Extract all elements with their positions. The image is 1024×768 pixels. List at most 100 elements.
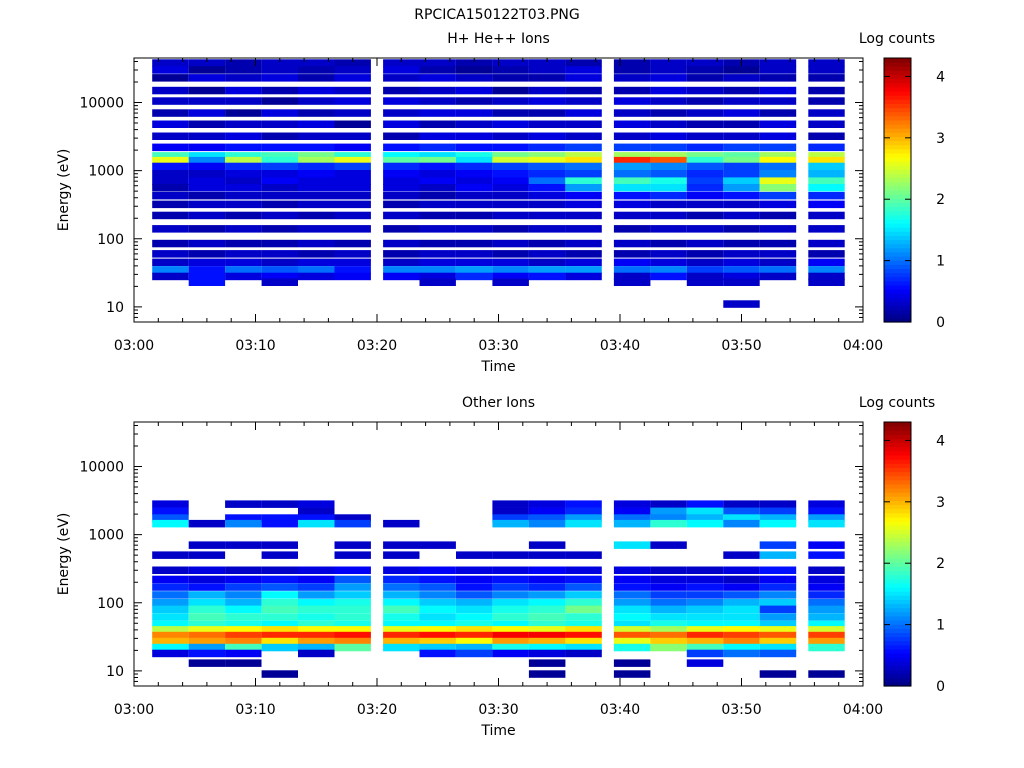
heatmap-cell [723, 162, 760, 171]
heatmap-cell [650, 132, 687, 140]
heatmap-cell [152, 649, 189, 658]
heatmap-cell [188, 575, 226, 584]
heatmap-cell [261, 637, 298, 646]
heatmap-cell [261, 500, 298, 508]
heatmap-cell [298, 250, 335, 258]
heatmap-cell [759, 626, 797, 634]
heatmap-cell [188, 66, 226, 74]
heatmap-cell [456, 191, 493, 200]
heatmap-cell [261, 191, 298, 200]
heatmap-cell [261, 551, 298, 559]
heatmap-cell [261, 250, 298, 258]
colorbar-swatch [884, 297, 911, 302]
heatmap-cell [723, 97, 760, 105]
heatmap-cell [152, 551, 189, 559]
heatmap-cell [686, 86, 724, 95]
heatmap-cell [613, 519, 651, 528]
x-tick-label: 03:00 [114, 338, 154, 354]
colorbar-swatch [884, 136, 911, 142]
heatmap-cell [723, 551, 760, 559]
heatmap-cell [261, 200, 298, 209]
heatmap-cell [650, 514, 687, 522]
heatmap-cell [759, 143, 797, 152]
heatmap-cell [152, 605, 189, 614]
heatmap-cell [492, 649, 529, 658]
heatmap-cell [492, 631, 529, 640]
colorbar: 0 1 2 3 4 Log counts [859, 395, 945, 695]
heatmap-cell [492, 566, 529, 574]
colorbar-swatch [884, 624, 911, 629]
heatmap-cell [808, 74, 845, 82]
heatmap-cell [613, 272, 651, 281]
heatmap-cell [419, 120, 456, 128]
x-tick-label: 03:30 [478, 338, 518, 354]
heatmap-cell [686, 566, 724, 574]
heatmap-cell [225, 519, 262, 528]
heatmap-cell [492, 519, 529, 528]
colorbar-tick-label: 3 [936, 495, 945, 511]
heatmap-cell [225, 575, 262, 584]
figure-title: RPCICA150122T03.PNG [414, 7, 579, 23]
heatmap-cell [261, 74, 298, 82]
heatmap-cell [419, 278, 456, 286]
heatmap-cell [650, 575, 687, 584]
heatmap-cell [613, 626, 651, 634]
colorbar-swatch [884, 280, 911, 286]
colorbar-swatch [884, 529, 911, 534]
heatmap-cell [723, 200, 760, 209]
heatmap-cell [298, 191, 335, 200]
heatmap-cell [261, 541, 298, 549]
heatmap-cell [334, 266, 371, 274]
y-tick-label: 100 [97, 596, 124, 612]
heatmap-cell [686, 278, 724, 286]
heatmap-cell [298, 599, 335, 607]
y-axis-label: Energy (eV) [56, 149, 72, 232]
heatmap-cell [759, 599, 797, 607]
heatmap-cell [225, 59, 262, 67]
heatmap-cell [565, 620, 602, 629]
heatmap-cell [565, 500, 602, 508]
heatmap-cell [188, 250, 226, 258]
heatmap-cell [808, 272, 845, 281]
heatmap-cell [565, 239, 602, 248]
heatmap-cell [565, 514, 602, 522]
heatmap-cell [565, 250, 602, 258]
heatmap-cell [650, 211, 687, 220]
heatmap-cell [528, 74, 566, 82]
heatmap-cell [492, 132, 529, 140]
colorbar-swatch [884, 566, 911, 572]
heatmap-cell [565, 637, 602, 646]
heatmap-cell [565, 109, 602, 117]
heatmap-cell [808, 250, 845, 258]
heatmap-cell [188, 156, 226, 165]
heatmap-cell [723, 184, 760, 192]
heatmap-cell [334, 583, 371, 591]
heatmap-cell [759, 97, 797, 105]
heatmap-cell [419, 605, 456, 614]
heatmap-cell [225, 514, 262, 522]
colorbar: 0 1 2 3 4 Log counts [859, 31, 945, 331]
colorbar-swatch [884, 293, 911, 298]
colorbar-swatch [884, 463, 911, 468]
heatmap-cell [225, 583, 262, 591]
heatmap-cell [759, 637, 797, 646]
heatmap-cell [613, 620, 651, 629]
colorbar-tick-label: 0 [936, 315, 945, 331]
colorbar-swatch [884, 483, 911, 489]
heatmap-cell [383, 591, 420, 599]
heatmap-cell [723, 613, 760, 621]
heatmap-cell [565, 649, 602, 658]
heatmap-cell [492, 605, 529, 614]
heatmap-cell [565, 507, 602, 516]
heatmap-cell [565, 191, 602, 200]
panel-title: H+ He++ Ions [447, 31, 550, 47]
colorbar-swatch [884, 317, 911, 323]
heatmap-cell [565, 566, 602, 574]
heatmap-cell [686, 239, 724, 248]
heatmap-cell [613, 200, 651, 209]
heatmap-cell [298, 97, 335, 105]
heatmap-cell [152, 109, 189, 117]
heatmap-cell [686, 631, 724, 640]
heatmap-cell [152, 258, 189, 267]
heatmap-cell [456, 613, 493, 621]
